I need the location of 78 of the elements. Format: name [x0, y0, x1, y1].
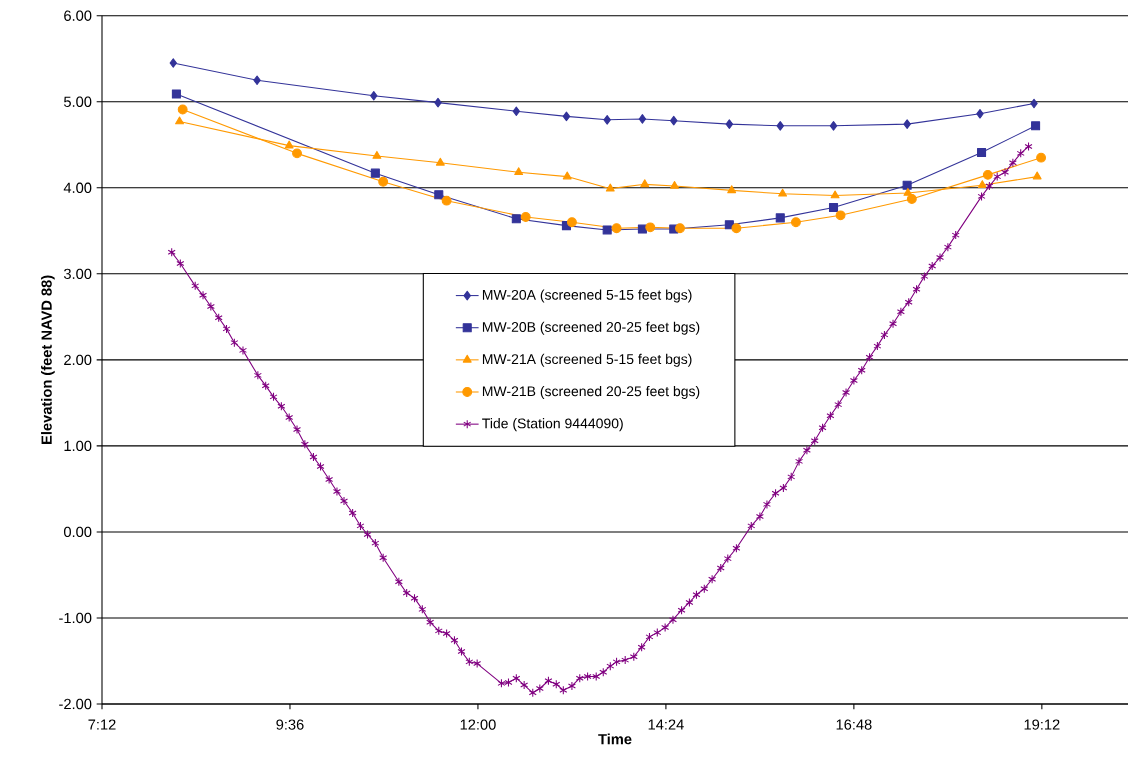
point: [603, 115, 611, 125]
point: [790, 217, 801, 228]
point: [514, 167, 524, 176]
point: [778, 188, 788, 197]
x-tick-label: 7:12: [88, 719, 116, 730]
point: [976, 108, 984, 119]
point: [637, 224, 647, 234]
point: [902, 180, 912, 190]
point: [511, 214, 521, 224]
point: [177, 104, 188, 115]
point: [1031, 121, 1041, 131]
point: [562, 111, 571, 122]
point: [903, 119, 911, 129]
point: [670, 115, 678, 126]
point: [725, 119, 734, 129]
point: [982, 169, 993, 180]
point: [830, 190, 840, 199]
point: [977, 147, 987, 158]
point: [372, 150, 382, 159]
point: [171, 89, 181, 99]
point: [292, 148, 302, 159]
legend-label: MW-20B (screened 20-25 feet bgs): [482, 321, 700, 335]
point: [1036, 152, 1047, 163]
legend-label: Tide (Station 9444090): [482, 418, 623, 432]
y-tick-label: 1.00: [64, 440, 92, 452]
point: [731, 223, 742, 234]
y-tick-label: 0.00: [63, 526, 92, 538]
point: [829, 121, 838, 131]
point: [828, 203, 839, 213]
y-tick-label: 5.00: [64, 96, 92, 107]
point: [727, 185, 737, 194]
point: [675, 223, 685, 234]
point: [434, 190, 444, 200]
point: [1030, 98, 1038, 109]
y-tick-label: -1.00: [59, 612, 92, 624]
x-tick-label: 14:24: [648, 719, 684, 730]
point: [441, 195, 452, 206]
x-tick-label: 16:48: [836, 719, 872, 730]
point: [640, 179, 650, 188]
point: [605, 183, 615, 192]
point: [903, 187, 913, 196]
point: [370, 90, 378, 101]
point: [520, 212, 531, 222]
y-tick-label: 2.00: [64, 354, 92, 366]
x-axis-title: Time: [598, 733, 632, 745]
point: [775, 213, 785, 223]
legend-label: MW-20A (screened 5-15 feet bgs): [482, 289, 692, 303]
x-tick-label: 19:12: [1024, 719, 1060, 730]
legend-label: MW-21A (screened 5-15 feet bgs): [482, 353, 692, 367]
point: [378, 176, 389, 187]
x-tick-label: 9:36: [276, 719, 304, 730]
y-tick-label: 4.00: [63, 182, 92, 193]
x-tick-label: 12:00: [460, 719, 496, 730]
point: [435, 157, 445, 166]
point: [284, 140, 294, 149]
point: [434, 97, 442, 108]
y-tick-label: -2.00: [59, 698, 92, 710]
y-tick-label: 3.00: [63, 268, 92, 280]
point: [602, 225, 612, 235]
point: [638, 114, 647, 124]
point: [1032, 171, 1042, 180]
y-axis-title: Elevation (feet NAVD 88): [41, 275, 55, 444]
point: [253, 75, 261, 86]
point: [977, 180, 987, 189]
point: [776, 121, 784, 131]
point: [175, 116, 184, 125]
point: [566, 217, 577, 228]
point: [562, 171, 572, 180]
point: [169, 58, 178, 68]
point: [670, 180, 679, 189]
legend-label: MW-21B (screened 20-25 feet bgs): [482, 385, 700, 399]
point: [835, 210, 846, 221]
point: [645, 222, 656, 233]
y-tick-label: 6.00: [64, 10, 92, 21]
point: [370, 168, 380, 178]
point: [611, 223, 622, 234]
point: [512, 106, 521, 117]
point: [906, 194, 917, 204]
